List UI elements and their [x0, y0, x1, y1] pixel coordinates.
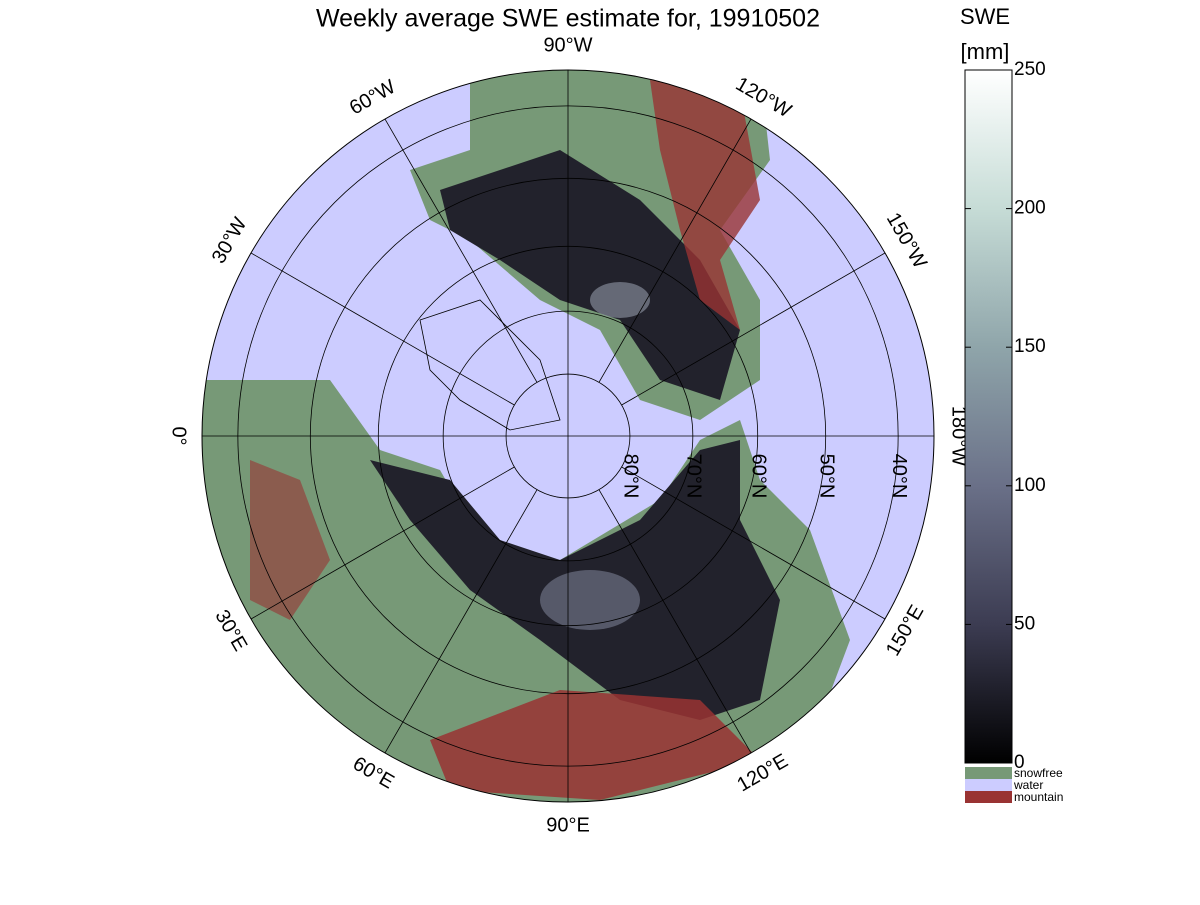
colorbar-tick-label: 50: [1014, 613, 1035, 634]
latitude-label: 70°N: [683, 454, 705, 499]
snow-peak: [540, 570, 640, 630]
mountain: [650, 80, 760, 330]
mountain: [430, 690, 760, 800]
longitude-line: [621, 252, 886, 406]
legend-label: snowfree: [1014, 766, 1063, 780]
legend-swatch: [965, 791, 1012, 803]
longitude-line: [598, 118, 752, 383]
legend-label: water: [1013, 778, 1043, 792]
colorbar-axis: 0 50 100 150 200 250: [965, 59, 1046, 773]
legend-swatch: [965, 779, 1012, 791]
snow: [440, 150, 740, 400]
map-title: Weekly average SWE estimate for, 1991050…: [316, 5, 820, 33]
colorbar-tick-label: 200: [1014, 198, 1046, 219]
map-border: [201, 69, 935, 803]
longitude-line: [384, 118, 538, 383]
longitude-line: [621, 466, 886, 620]
legend-swatch: [965, 767, 1012, 779]
latitude-label: 40°N: [888, 454, 910, 499]
colorbar-tick-label: 250: [1014, 59, 1046, 80]
greenland: [419, 299, 561, 431]
colorbar-title: SWE: [960, 4, 1010, 29]
colorbar-tick-label: 150: [1014, 336, 1046, 357]
latitude-label: 80°N: [620, 454, 642, 499]
mountain: [250, 460, 330, 620]
colorbar-tick-label: 100: [1014, 475, 1046, 496]
latitude-label: 60°N: [747, 454, 769, 499]
colorbar-tick-label: 0: [1014, 752, 1025, 773]
colorbar: [964, 69, 1013, 764]
latitude-label: 50°N: [815, 454, 837, 499]
longitude-label: 0°: [168, 426, 190, 445]
colorbar-unit: [mm]: [961, 39, 1010, 64]
longitude-line: [250, 252, 515, 406]
longitude-label: 180°W: [948, 406, 970, 466]
longitude-label: 90°E: [546, 814, 590, 836]
longitude-line: [384, 489, 538, 754]
longitude-line: [250, 466, 515, 620]
longitude-label: 90°W: [543, 34, 592, 56]
snow-peak: [590, 282, 650, 318]
graticule: [202, 70, 934, 802]
legend-label: mountain: [1014, 790, 1063, 804]
longitude-line: [598, 489, 752, 754]
